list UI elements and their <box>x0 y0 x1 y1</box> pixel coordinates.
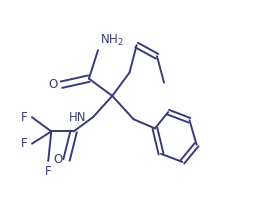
Text: O: O <box>48 78 57 91</box>
Text: F: F <box>45 165 51 178</box>
Text: NH$_2$: NH$_2$ <box>100 33 123 48</box>
Text: F: F <box>21 111 28 124</box>
Text: F: F <box>21 137 28 150</box>
Text: O: O <box>53 153 62 166</box>
Text: HN: HN <box>69 111 87 124</box>
